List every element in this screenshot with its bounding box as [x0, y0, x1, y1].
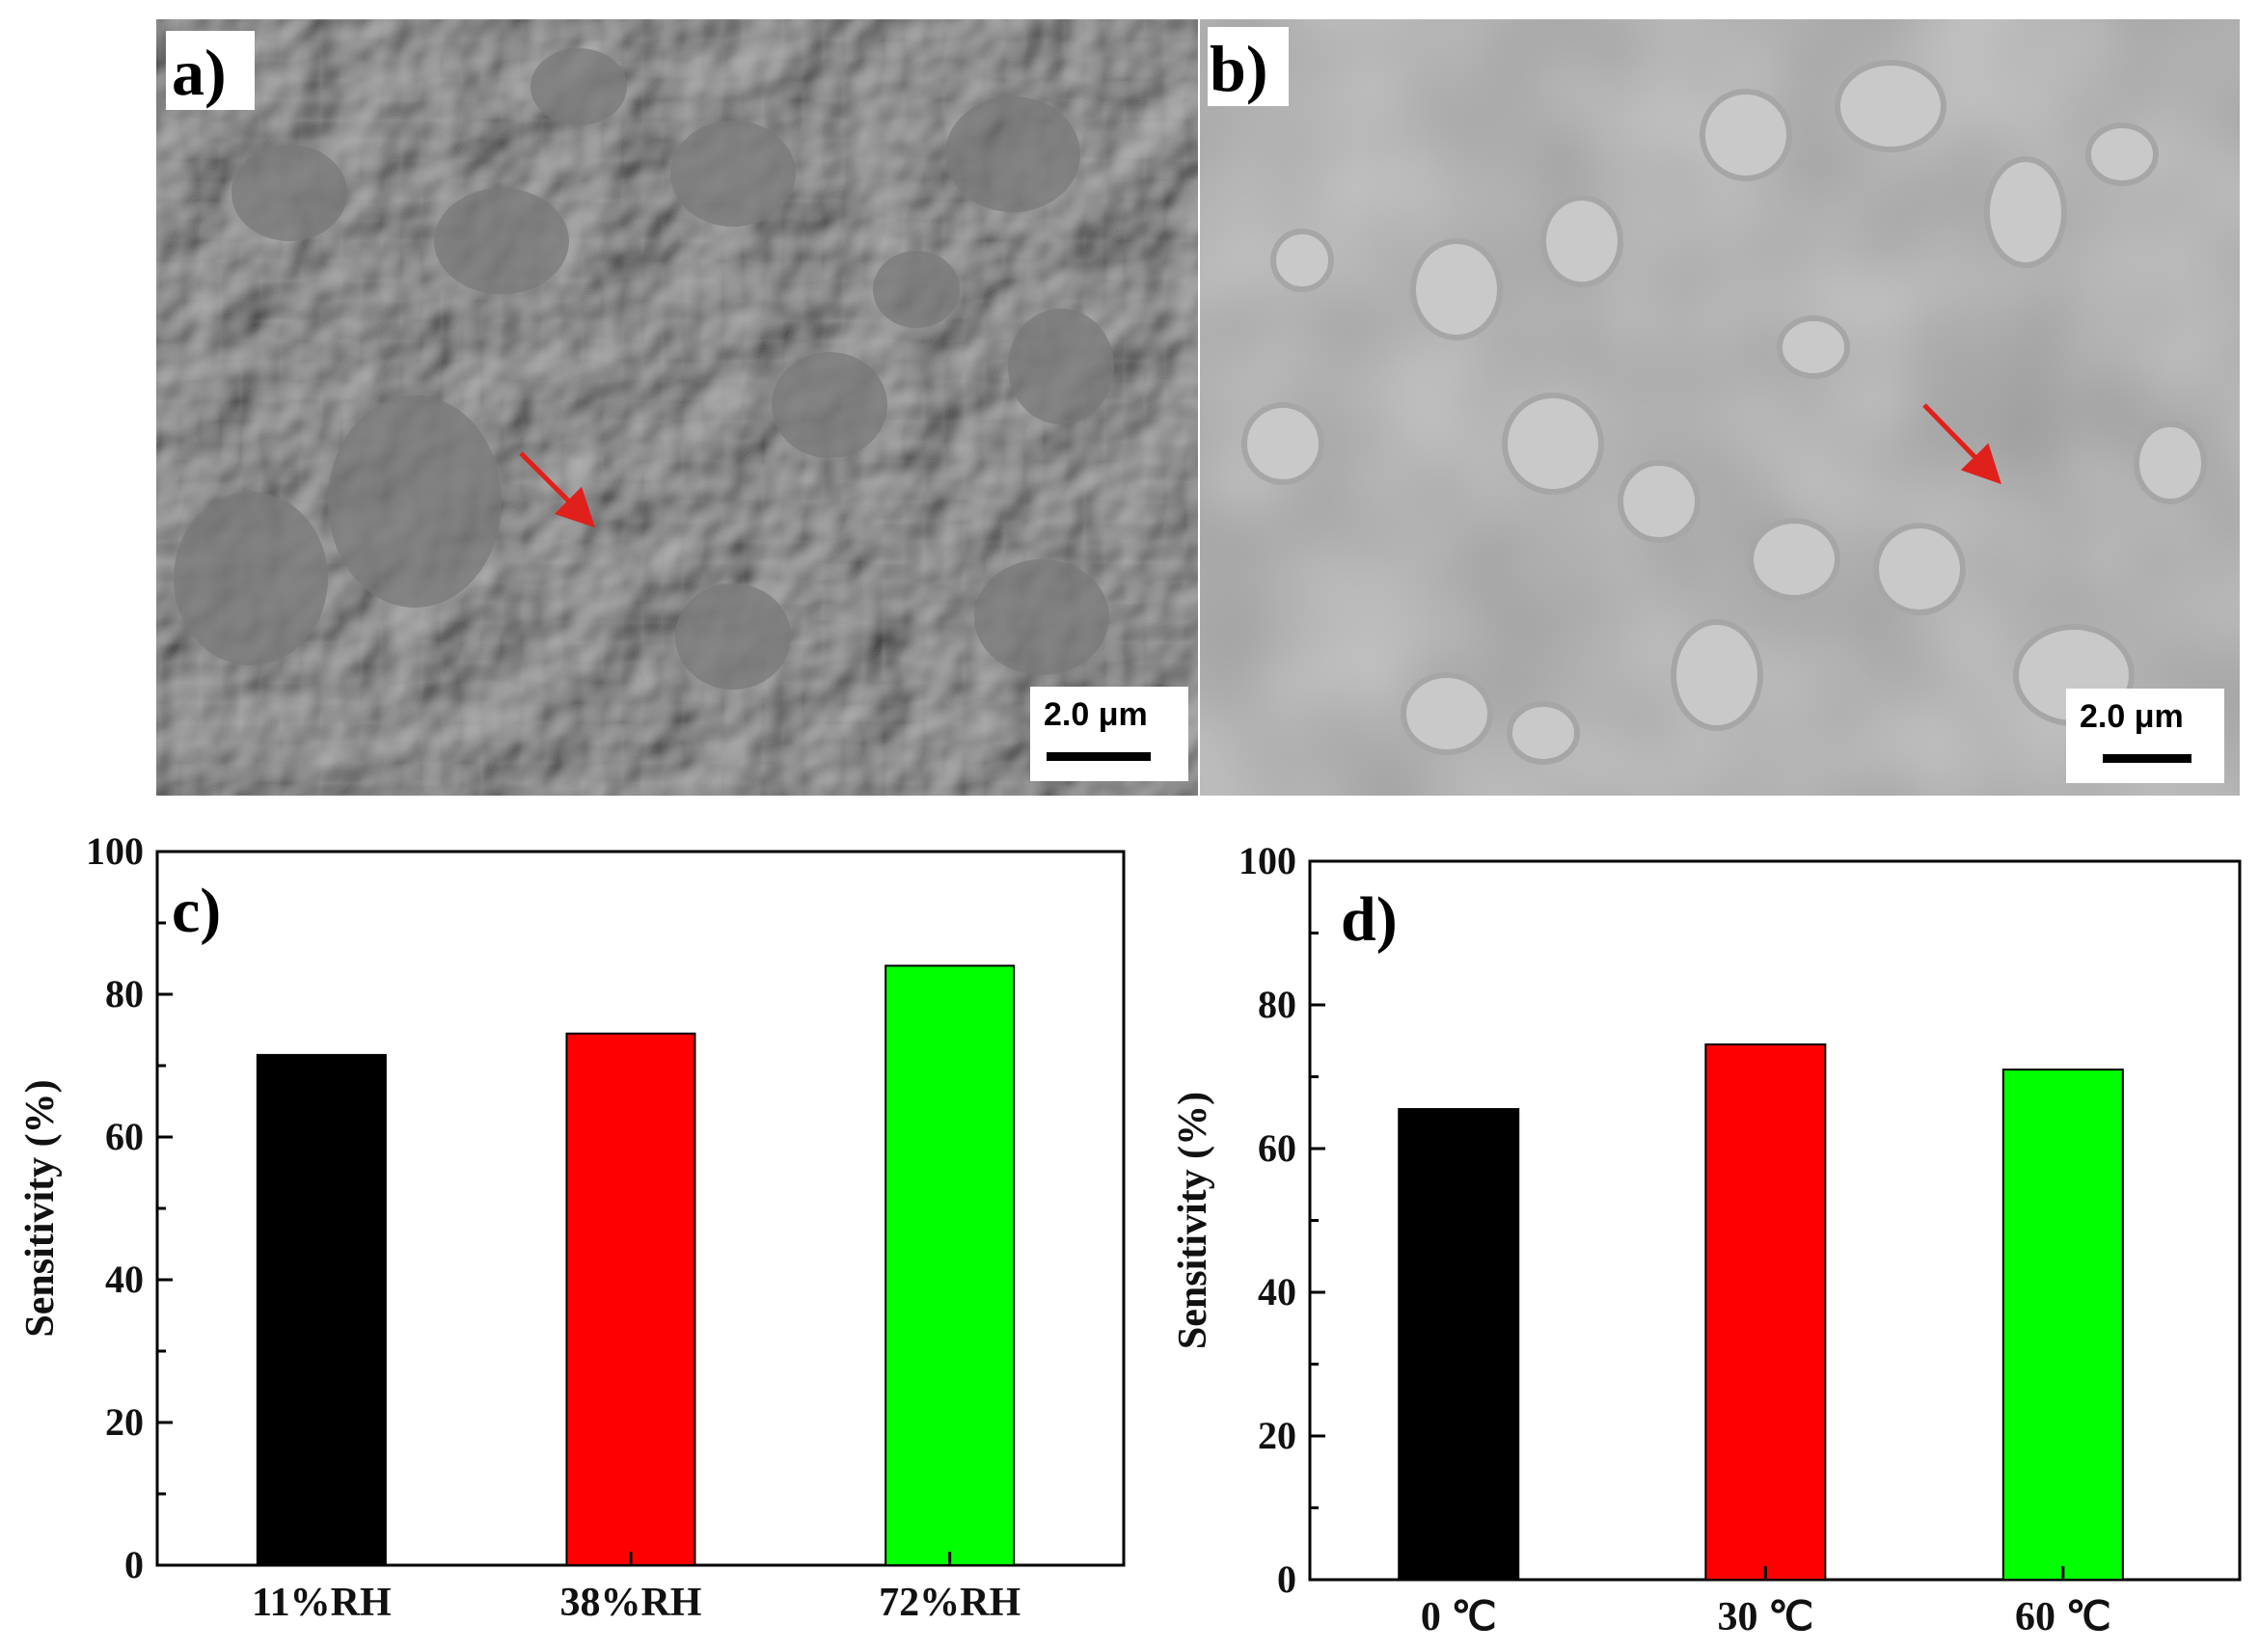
chart-d-bar-2 — [1704, 1043, 1827, 1581]
micrograph-b-scale-label: 2.0 μm — [2080, 698, 2184, 735]
chart-c-category-label: 72%RH — [879, 1581, 1021, 1625]
chart-c-category-label: 11%RH — [252, 1581, 392, 1625]
chart-d-panel-label: d) — [1341, 884, 1398, 955]
micrograph-a-scale-label: 2.0 μm — [1044, 696, 1148, 733]
chart-c-y-tick-label: 20 — [105, 1400, 144, 1444]
chart-d-category-label: 0 ℃ — [1421, 1595, 1497, 1639]
chart-d-category-label: 60 ℃ — [2015, 1595, 2111, 1639]
chart-d-bar-1 — [1398, 1108, 1520, 1582]
chart-c-panel-label: c) — [172, 876, 221, 946]
chart-d-y-tick-label: 0 — [1277, 1557, 1296, 1601]
chart-d-y-tick-label: 60 — [1258, 1126, 1296, 1170]
micrograph-b-scale-bar — [2103, 754, 2191, 763]
chart-c-bar-1 — [256, 1053, 387, 1566]
chart-c: 0 20 40 60 80 100 Sensitivity (%) 11%RH 38%RH 72%… — [18, 829, 1126, 1625]
chart-d-y-tick-label: 100 — [1238, 839, 1296, 882]
chart-c-category-label: 38%RH — [559, 1581, 701, 1625]
chart-c-y-tick-label: 80 — [105, 972, 144, 1016]
chart-c-bar-2 — [565, 1032, 696, 1566]
chart-c-y-axis-title: Sensitivity (%) — [18, 1079, 63, 1337]
micrograph-a-scale-bar — [1047, 752, 1151, 761]
chart-d-category-label: 30 ℃ — [1718, 1595, 1814, 1639]
chart-d-y-tick-label: 80 — [1258, 983, 1296, 1026]
chart-c-y-tick-label: 40 — [105, 1258, 144, 1301]
chart-d-y-axis-title: Sensitivity (%) — [1171, 1092, 1215, 1349]
chart-c-y-tick-label: 0 — [124, 1543, 144, 1586]
chart-d: 0 20 40 60 80 100 Sensitivity (%) 0 ℃ 30 ℃ 60 ℃ d) — [1171, 839, 2242, 1639]
chart-d-y-tick-label: 40 — [1258, 1270, 1296, 1313]
chart-c-bar-3 — [885, 964, 1016, 1566]
micrograph-b-label: b) — [1210, 32, 1267, 105]
chart-d-bar-3 — [2001, 1069, 2124, 1582]
micrograph-b: b) 2.0 μm — [1200, 19, 2240, 796]
micrograph-a-label: a) — [172, 36, 227, 109]
chart-d-y-tick-label: 20 — [1258, 1414, 1296, 1457]
micrograph-a: a) 2.0 μm — [156, 19, 1198, 796]
chart-c-y-tick-label: 60 — [105, 1115, 144, 1158]
chart-c-y-tick-label: 100 — [86, 829, 144, 873]
